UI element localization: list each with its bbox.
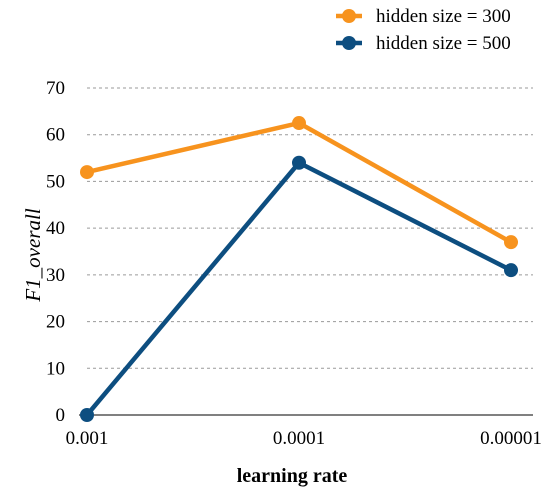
data-point-series-2	[504, 263, 518, 278]
x-tick-label: 0.0001	[273, 428, 325, 449]
data-point-series-1	[292, 116, 306, 131]
legend-marker	[342, 9, 356, 23]
series-line-2	[85, 160, 513, 417]
y-tick-label: 70	[46, 78, 65, 99]
x-tick-label: 0.001	[66, 428, 109, 449]
gridlines	[87, 87, 533, 369]
y-axis-title: F1_overall	[21, 208, 45, 302]
y-tick-label: 60	[46, 125, 65, 146]
data-point-series-2	[292, 155, 306, 170]
legend-marker	[342, 36, 356, 50]
x-tick-labels: 0.001 0.0001 0.00001	[66, 428, 542, 449]
series-line-1	[86, 120, 513, 245]
y-tick-labels: 0 10 20 30 40 50 60 70	[46, 78, 65, 426]
y-tick-label: 30	[46, 265, 65, 286]
x-tick-label: 0.00001	[480, 428, 542, 449]
y-tick-label: 40	[46, 218, 65, 239]
y-tick-label: 10	[46, 358, 65, 379]
legend-label: hidden size = 300	[376, 6, 511, 27]
data-point-series-2	[80, 408, 94, 422]
legend-label: hidden size = 500	[376, 33, 511, 54]
data-point-series-1	[80, 165, 94, 180]
x-axis-title: learning rate	[237, 465, 348, 487]
y-tick-label: 20	[46, 312, 65, 333]
series-points	[80, 116, 518, 422]
y-tick-label: 0	[56, 405, 66, 426]
y-tick-label: 50	[46, 171, 65, 192]
legend: hidden size = 300 hidden size = 500	[336, 6, 511, 54]
data-point-series-1	[504, 235, 518, 250]
